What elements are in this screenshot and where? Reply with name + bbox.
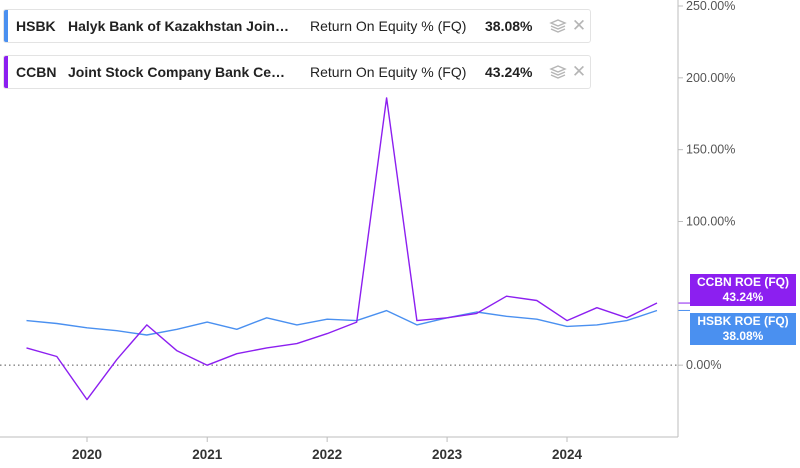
y-tick-label: 150.00% <box>686 143 735 157</box>
legend-ticker: HSBK <box>16 18 56 34</box>
series-layer <box>26 97 690 401</box>
series-line-ccbn <box>26 97 658 401</box>
legend-row-ccbn[interactable]: CCBN Joint Stock Company Bank Ce… Return… <box>3 55 591 89</box>
x-tick-label: 2021 <box>192 447 223 462</box>
close-icon[interactable]: ✕ <box>571 16 587 35</box>
series-line-hsbk <box>26 309 658 336</box>
end-label-name: CCBN ROE (FQ) <box>697 275 789 289</box>
legend-value: 38.08% <box>485 18 533 34</box>
end-label-hsbk: HSBK ROE (FQ) 38.08% <box>690 313 796 345</box>
end-label-name: HSBK ROE (FQ) <box>697 314 789 328</box>
series-color-bar <box>4 56 8 88</box>
legend-metric: Return On Equity % (FQ) <box>310 18 467 34</box>
y-tick-label: 100.00% <box>686 215 735 229</box>
legend-metric: Return On Equity % (FQ) <box>310 64 467 80</box>
end-label-value: 38.08% <box>722 329 764 343</box>
y-tick-label: 250.00% <box>686 0 735 13</box>
end-label-ccbn: CCBN ROE (FQ) 43.24% <box>690 274 796 306</box>
x-tick-label: 2023 <box>432 447 463 462</box>
layers-icon[interactable] <box>549 17 567 35</box>
axis-layer: 250.00% 200.00% 150.00% 100.00% 0.00% 2020 202… <box>0 0 735 462</box>
y-tick-label: 0.00% <box>686 358 721 372</box>
y-tick-label: 200.00% <box>686 71 735 85</box>
series-color-bar <box>4 10 8 42</box>
x-tick-label: 2024 <box>552 447 583 462</box>
legend-row-hsbk[interactable]: HSBK Halyk Bank of Kazakhstan Join… Retu… <box>3 9 591 43</box>
x-tick-label: 2020 <box>72 447 102 462</box>
legend-company-name: Halyk Bank of Kazakhstan Join… <box>68 18 289 34</box>
legend-company-name: Joint Stock Company Bank Ce… <box>68 64 286 80</box>
legend-value: 43.24% <box>485 64 533 80</box>
legend-ticker: CCBN <box>16 64 57 80</box>
layers-icon[interactable] <box>549 63 567 81</box>
end-label-value: 43.24% <box>722 290 764 304</box>
close-icon[interactable]: ✕ <box>571 62 587 81</box>
x-tick-label: 2022 <box>312 447 342 462</box>
